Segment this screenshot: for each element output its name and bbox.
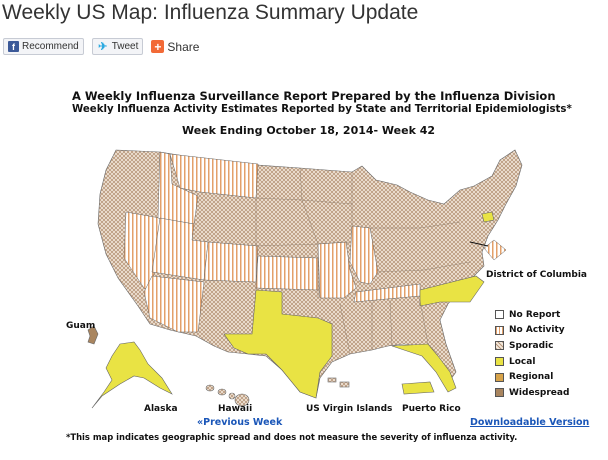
puerto-rico-local [401,381,435,395]
sporadic-swatch [495,341,504,351]
usvi-label: US Virgin Islands [306,404,393,414]
hawaii-label: Hawaii [218,404,253,414]
texas-local [223,289,333,399]
guam-label: Guam [66,321,96,331]
hawaii-sporadic [205,384,250,407]
legend-item-widespread: Widespread [495,385,569,401]
connecticut-local [481,211,495,223]
legend-item-no-report: No Report [495,307,569,323]
report-heading: A Weekly Influenza Surveillance Report P… [72,89,556,103]
guam-widespread [87,325,99,345]
legend-item-sporadic: Sporadic [495,338,569,354]
recommend-button[interactable]: f Recommend [3,38,84,55]
share-button[interactable]: + Share [151,40,199,54]
legend-label: Widespread [509,387,570,398]
legend-label: Regional [509,372,554,383]
dc-pointer-line [469,241,489,247]
previous-week-link[interactable]: «Previous Week [197,417,283,428]
florida-local [391,343,457,393]
recommend-label: Recommend [22,41,79,52]
tweet-button[interactable]: ✈ Tweet [91,38,144,55]
dc-label: District of Columbia [486,270,587,280]
legend-label: No Report [509,309,561,320]
legend: No Report No Activity Sporadic Local Reg… [495,307,569,401]
share-bar: f Recommend ✈ Tweet + Share [3,38,199,55]
state-borders [255,163,471,355]
widespread-swatch [495,388,504,398]
downloadable-version-link[interactable]: Downloadable Version [470,417,590,428]
report-subheading: Weekly Influenza Activity Estimates Repo… [72,104,572,115]
alaska-label: Alaska [144,404,178,414]
page-title: Weekly US Map: Influenza Summary Update [2,1,419,24]
footnote: *This map indicates geographic spread an… [66,432,518,442]
north-carolina-local [419,275,485,307]
share-label: Share [167,39,200,54]
missouri-no-activity [317,241,357,299]
puerto-rico-label: Puerto Rico [402,404,461,414]
legend-item-local: Local [495,354,569,370]
tweet-label: Tweet [111,41,139,52]
no-report-swatch [495,310,504,320]
plus-icon: + [151,40,165,53]
legend-label: Sporadic [509,340,554,351]
dc-box-no-activity [483,239,507,261]
arizona-no-activity [143,275,205,333]
legend-item-no-activity: No Activity [495,323,569,339]
colorado-no-activity [203,241,259,283]
twitter-bird-icon: ✈ [98,41,108,53]
kansas-no-activity [255,255,319,291]
no-activity-swatch [495,325,504,335]
regional-swatch [495,372,504,382]
legend-item-regional: Regional [495,369,569,385]
week-label: Week Ending October 18, 2014- Week 42 [182,124,436,137]
legend-label: No Activity [509,325,565,336]
local-swatch [495,357,504,367]
montana-no-activity [169,153,259,199]
legend-label: Local [509,356,536,367]
alaska-local [91,341,173,409]
usvi-sporadic [327,377,350,388]
facebook-icon: f [8,41,19,52]
